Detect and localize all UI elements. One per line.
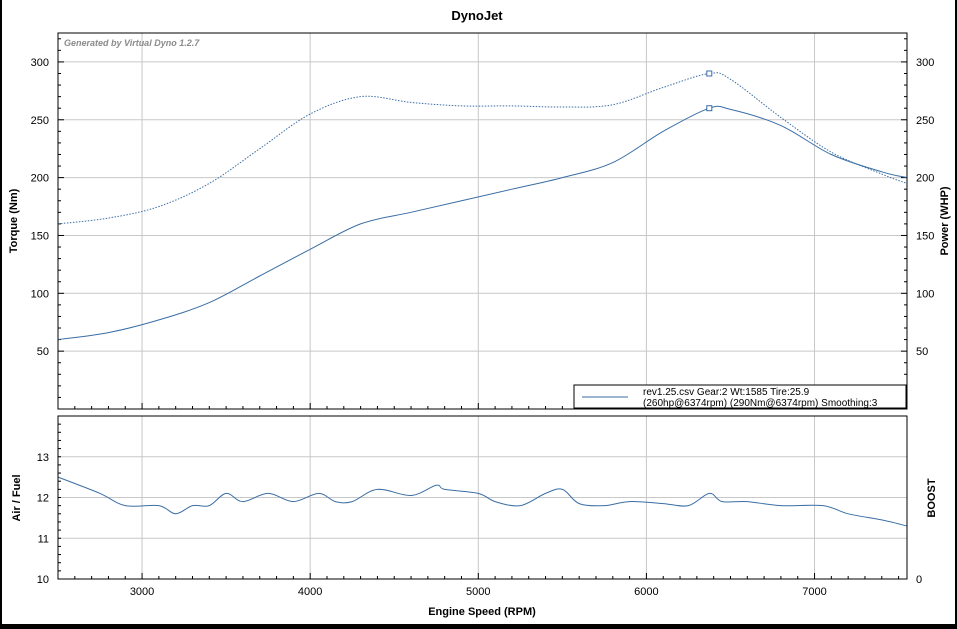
power-curve <box>57 105 908 341</box>
y-axis-label-boost: BOOST <box>926 478 938 517</box>
peak-marker <box>706 105 713 112</box>
afr-plot <box>57 476 908 527</box>
x-tick-label: 5000 <box>466 586 490 598</box>
x-tick-label: 4000 <box>298 586 322 598</box>
x-axis-label: Engine Speed (RPM) <box>428 606 536 618</box>
y-tick-label-power: 250 <box>916 115 934 127</box>
y-tick-label-afr: 13 <box>37 452 49 464</box>
y-tick-label-torque: 250 <box>31 115 49 127</box>
torque-plot-frame <box>57 32 908 410</box>
peak-marker <box>706 70 713 77</box>
afr-grid <box>58 416 907 579</box>
afr-curve <box>57 476 908 527</box>
y-tick-label-power: 100 <box>916 288 934 300</box>
x-tick-label: 3000 <box>130 586 154 598</box>
torque-grid <box>58 33 907 409</box>
y-tick-label-power: 300 <box>916 57 934 69</box>
y-tick-label-power: 50 <box>916 346 928 358</box>
torque-power-plot <box>57 70 908 341</box>
afr-plot-frame <box>57 415 908 580</box>
watermark: Generated by Virtual Dyno 1.2.7 <box>64 38 200 48</box>
legend-box <box>573 384 907 409</box>
y-tick-label-power: 150 <box>916 230 934 242</box>
y-axis-label-power: Power (WHP) <box>939 186 951 255</box>
y-tick-label-torque: 150 <box>31 230 49 242</box>
y-tick-label-afr: 11 <box>38 533 49 545</box>
y-axis-label-torque: Torque (Nm) <box>8 188 20 253</box>
y-axis-label-afr: Air / Fuel <box>11 474 23 521</box>
y-tick-label-afr: 12 <box>37 493 49 505</box>
y-tick-label-power: 200 <box>916 173 934 185</box>
y-tick-label-afr: 10 <box>37 574 49 586</box>
y-tick-label-torque: 300 <box>31 57 49 69</box>
y-tick-label-boost: 0 <box>916 574 922 586</box>
x-tick-label: 7000 <box>802 586 826 598</box>
legend-line-1: rev1.25.csv Gear:2 Wt:1585 Tire:25.9 <box>643 387 810 398</box>
legend: rev1.25.csv Gear:2 Wt:1585 Tire:25.9 (26… <box>573 384 907 409</box>
x-tick-label: 6000 <box>634 586 658 598</box>
y-tick-label-torque: 50 <box>37 346 49 358</box>
y-tick-label-torque: 100 <box>31 288 49 300</box>
torque-curve <box>57 72 908 225</box>
chart-title: DynoJet <box>451 8 503 23</box>
legend-line-2: (260hp@6374rpm) (290Nm@6374rpm) Smoothin… <box>643 398 878 409</box>
y-tick-label-torque: 200 <box>31 173 49 185</box>
